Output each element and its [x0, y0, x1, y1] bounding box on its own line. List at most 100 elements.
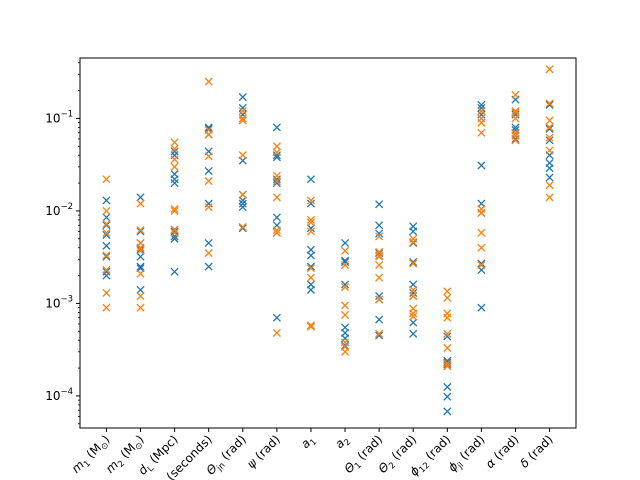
data-point-series-1	[238, 103, 247, 112]
data-point-series-2	[136, 246, 145, 255]
data-point-series-2	[170, 155, 179, 164]
data-point-series-2	[511, 90, 520, 99]
data-point-series-2	[204, 152, 213, 161]
data-point-series-2	[272, 228, 281, 237]
data-point-series-2	[272, 148, 281, 157]
data-point-series-1	[306, 262, 316, 271]
data-point-series-2	[170, 225, 179, 234]
data-point-series-1	[443, 407, 452, 416]
data-point-series-2	[204, 249, 213, 258]
data-point-series-2	[272, 328, 281, 337]
data-point-series-1	[340, 280, 350, 289]
data-point-series-2	[409, 259, 418, 268]
data-point-series-1	[409, 258, 418, 267]
data-point-series-2	[545, 181, 554, 190]
data-point-series-1	[306, 224, 316, 233]
data-point-series-2	[375, 251, 384, 260]
data-point-series-1	[136, 262, 145, 271]
data-point-series-2	[443, 343, 452, 353]
data-point-series-2	[409, 292, 418, 301]
data-point-series-2	[306, 218, 316, 227]
y-axis: 10−4 10−3 10−2 10−1	[45, 62, 80, 425]
x-tick-label: α (rad)	[483, 432, 522, 471]
data-point-series-1	[443, 332, 452, 341]
data-point-series-2	[136, 243, 145, 252]
data-point-series-2	[238, 114, 247, 123]
data-point-series-2	[340, 347, 350, 356]
data-point-series-1	[306, 285, 316, 294]
data-point-series-1	[136, 285, 145, 294]
data-point-series-2	[340, 310, 350, 320]
data-point-series-2	[170, 228, 179, 237]
y-tick-label: 10−3	[45, 294, 73, 310]
data-point-series-2	[545, 193, 554, 202]
data-point-series-2	[204, 130, 213, 139]
data-point-series-2	[477, 118, 486, 127]
data-point-series-1	[306, 199, 316, 208]
x-axis: m1 (M⊙)m2 (M⊙)dL (Mpc)tc (seconds)Θjn (r…	[69, 428, 556, 480]
data-point-series-1	[102, 252, 111, 261]
data-point-series-1	[272, 151, 281, 160]
data-point-series-1	[511, 134, 520, 144]
data-point-series-2	[375, 273, 384, 282]
data-point-series-1	[477, 103, 486, 112]
data-point-series-2	[272, 177, 281, 186]
data-point-series-2	[375, 260, 384, 270]
data-point-series-2	[545, 116, 554, 125]
data-point-series-1	[340, 238, 350, 248]
data-point-series-1	[375, 249, 384, 258]
data-point-series-1	[375, 229, 384, 238]
data-point-series-2	[136, 226, 145, 235]
data-point-series-2	[204, 203, 213, 212]
data-point-series-2	[545, 65, 554, 74]
data-point-series-1	[170, 175, 179, 184]
x-tick-label: δ (rad)	[517, 432, 555, 470]
data-point-series-2	[238, 107, 247, 116]
data-point-series-2	[306, 322, 316, 331]
data-point-series-1	[204, 123, 213, 132]
data-point-series-1	[170, 267, 179, 276]
data-point-series-1	[375, 331, 384, 340]
data-point-series-2	[443, 329, 452, 338]
data-point-series-2	[477, 260, 486, 270]
data-point-series-1	[272, 123, 281, 132]
data-point-series-1	[102, 241, 111, 250]
data-point-series-2	[511, 136, 520, 145]
data-point-series-2	[102, 303, 111, 312]
data-point-series-1	[238, 199, 247, 208]
data-point-series-2	[170, 144, 179, 153]
data-point-series-2	[340, 246, 350, 255]
data-point-series-1	[340, 258, 350, 267]
data-point-series-2	[511, 107, 520, 116]
data-point-series-2	[272, 142, 281, 151]
data-point-series-1	[170, 147, 179, 156]
data-point-series-2	[306, 264, 316, 273]
data-point-series-1	[477, 259, 486, 268]
data-point-series-1	[477, 100, 486, 109]
data-point-series-2	[409, 234, 418, 243]
data-point-series-2	[170, 138, 179, 147]
data-point-series-2	[102, 206, 111, 215]
data-point-series-2	[375, 232, 384, 241]
data-point-series-1	[477, 303, 486, 312]
data-point-series-1	[238, 203, 247, 212]
data-point-series-1	[204, 238, 213, 248]
data-point-series-2	[238, 222, 247, 232]
plot-frame	[79, 57, 577, 429]
data-point-series-2	[477, 243, 486, 252]
data-point-series-1	[545, 100, 554, 109]
data-point-series-1	[272, 313, 281, 322]
data-point-series-2	[545, 133, 554, 142]
data-point-series-1	[443, 382, 452, 392]
data-point-series-2	[306, 273, 316, 282]
data-point-series-2	[511, 128, 520, 137]
data-point-series-2	[545, 146, 554, 155]
data-point-series-2	[204, 177, 213, 186]
data-point-series-2	[170, 206, 179, 215]
data-point-series-2	[136, 199, 145, 208]
data-point-series-2	[340, 301, 350, 310]
data-point-series-2	[443, 362, 452, 371]
data-point-series-2	[375, 252, 384, 261]
data-point-series-2	[511, 114, 520, 123]
